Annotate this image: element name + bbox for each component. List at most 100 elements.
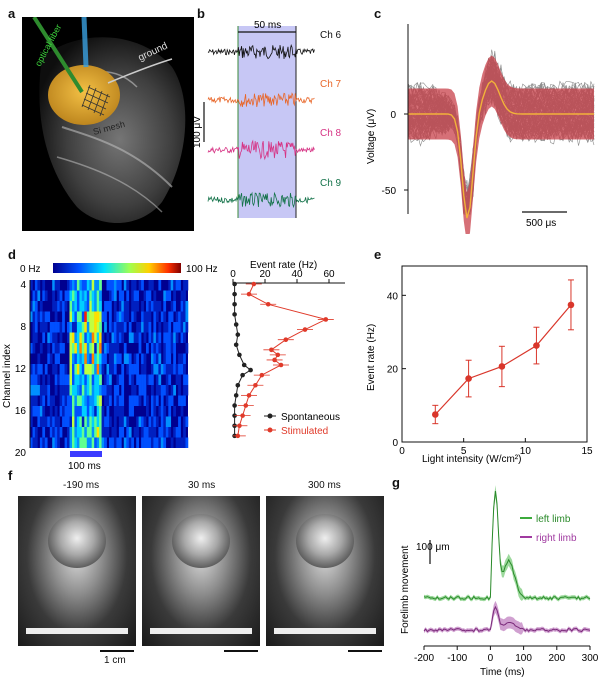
heatmap-cell [158, 353, 162, 364]
rate-point [235, 332, 241, 337]
heatmap-cell [81, 322, 85, 333]
f-frame-2 [142, 496, 260, 646]
heatmap-cell [99, 437, 102, 448]
heatmap-cell [173, 280, 176, 291]
heatmap-cell [42, 290, 46, 301]
heatmap-cell [121, 290, 125, 301]
heatmap-cell [168, 406, 172, 417]
heatmap-cell [99, 343, 102, 354]
heatmap-cell [104, 416, 107, 427]
heatmap-cell [34, 374, 38, 385]
heatmap-cell [84, 374, 88, 385]
heatmap-cell [47, 343, 51, 354]
heatmap-cell [49, 332, 53, 343]
heatmap-cell [153, 437, 157, 448]
heatmap-cell [67, 280, 70, 291]
colorbar [53, 263, 181, 273]
heatmap-cell [104, 343, 107, 354]
heatmap-cell [99, 385, 102, 396]
heatmap-cell [170, 311, 174, 322]
heatmap-cell [175, 437, 179, 448]
heatmap-cell [42, 332, 46, 343]
heatmap-cell [54, 322, 58, 333]
heatmap-cell [128, 322, 132, 333]
heatmap-cell [143, 437, 147, 448]
heatmap-cell [54, 385, 58, 396]
heatmap-cell [69, 374, 73, 385]
heatmap-cell [49, 427, 53, 438]
heatmap-cell [79, 385, 83, 396]
heatmap-cell [81, 290, 85, 301]
heatmap-cell [62, 322, 65, 333]
heatmap-cell [32, 322, 36, 333]
heatmap-cell [86, 437, 90, 448]
heatmap-cell [175, 311, 179, 322]
heatmap-cell [143, 395, 147, 406]
rate-point [232, 403, 237, 408]
d-yticks: 4 8 12 16 20 [15, 280, 27, 459]
heatmap-cell [81, 395, 85, 406]
heatmap-cell [183, 353, 186, 364]
rate-point [283, 337, 289, 342]
heatmap-cell [106, 364, 110, 375]
heatmap-cell [143, 311, 147, 322]
heatmap-cell [185, 322, 189, 333]
heatmap-cell [109, 280, 112, 291]
heatmap-cell [74, 374, 78, 385]
heatmap-cell [160, 395, 164, 406]
heatmap-cell [155, 311, 159, 322]
d-ytick-12: 12 [15, 364, 27, 375]
rate-line-spontaneous [234, 284, 252, 436]
heatmap-cell [118, 301, 122, 312]
heatmap-cell [109, 416, 112, 427]
heatmap-cell [99, 427, 102, 438]
heatmap-cell [104, 301, 107, 312]
heatmap-cell [91, 280, 95, 291]
heatmap-cell [180, 322, 184, 333]
heatmap-cell [44, 416, 48, 427]
heatmap-cell [91, 311, 95, 322]
heatmap-cell [180, 290, 184, 301]
heatmap-cell [74, 322, 78, 333]
heatmap-cell [170, 280, 174, 291]
heatmap-cell [163, 311, 167, 322]
heatmap-cell [30, 374, 33, 385]
heatmap-cell [76, 322, 80, 333]
heatmap-cell [148, 416, 152, 427]
heatmap-cell [94, 311, 97, 322]
heatmap-cell [151, 416, 154, 427]
heatmap-cell [128, 374, 132, 385]
heatmap-cell [185, 437, 189, 448]
heatmap-cell [183, 364, 186, 375]
g-legend-right: right limb [536, 533, 577, 544]
heatmap-cell [42, 385, 46, 396]
heatmap-cell [32, 301, 36, 312]
heatmap-cell [165, 364, 169, 375]
heatmap-cell [64, 385, 68, 396]
panel-g-letter: g [392, 475, 400, 490]
heatmap-cell [72, 322, 75, 333]
heatmap-cell [89, 280, 93, 291]
heatmap-cell [168, 343, 172, 354]
panel-f-letter: f [8, 468, 13, 483]
heatmap-cell [79, 301, 83, 312]
heatmap-cell [86, 406, 90, 417]
stim-bar [70, 451, 102, 457]
heatmap-cell [141, 311, 144, 322]
e-xtick-label: 10 [520, 446, 532, 457]
heatmap-cell [72, 343, 75, 354]
f-scalebar-1 [100, 650, 134, 652]
rate-point [240, 413, 245, 418]
heatmap-cell [86, 332, 90, 343]
heatmap-cell [133, 280, 137, 291]
heatmap-cell [121, 385, 125, 396]
heatmap-cell [111, 322, 115, 333]
heatmap-cell [59, 343, 63, 354]
heatmap-cell [47, 395, 51, 406]
heatmap-cell [131, 395, 134, 406]
heatmap-cell [81, 353, 85, 364]
heatmap-cell [67, 406, 70, 417]
heatmap-cell [69, 322, 73, 333]
heatmap-cell [106, 427, 110, 438]
heatmap-cell [86, 395, 90, 406]
